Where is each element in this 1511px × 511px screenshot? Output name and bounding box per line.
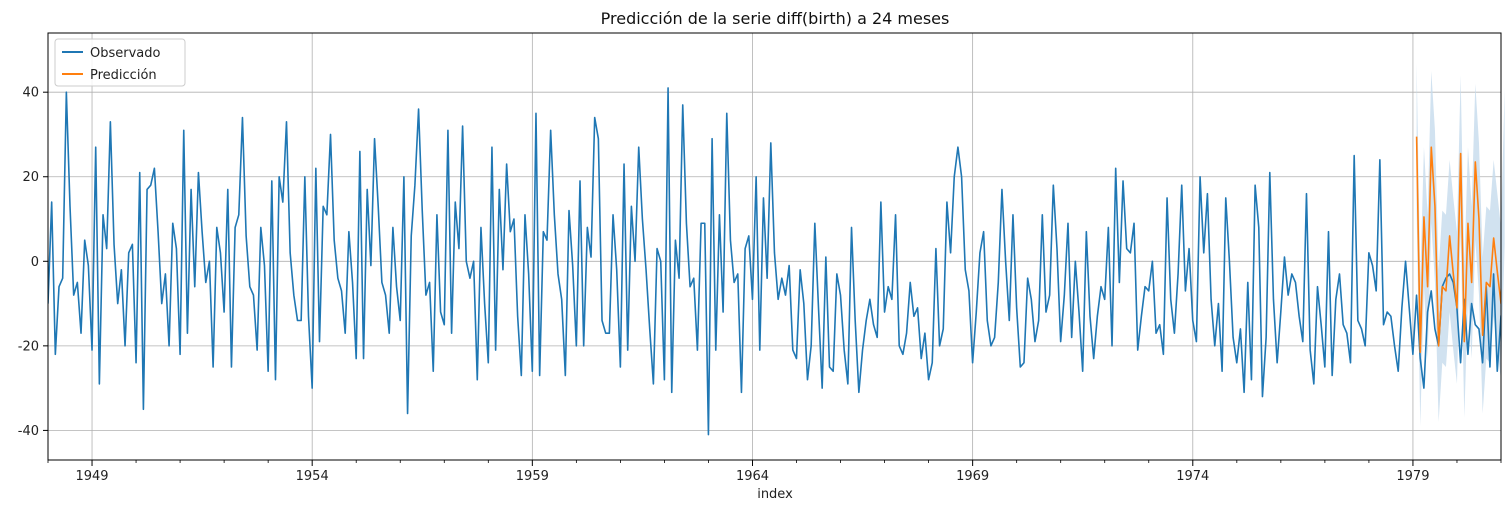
x-axis: 1949 1954 1959 1964 1969 1974 1979: [47, 460, 1502, 484]
x-tick-label: 1954: [296, 469, 329, 484]
x-tick-label: 1969: [956, 469, 989, 484]
series-line-observado: [48, 87, 1501, 436]
legend-box: [54, 38, 186, 87]
legend-label-prediccion: Predicción: [90, 68, 157, 83]
series-lines: [48, 87, 1501, 436]
y-tick-label: 0: [31, 255, 39, 270]
y-tick-label: -20: [18, 339, 39, 354]
plot-frame: [47, 32, 1502, 461]
x-axis-label: index: [757, 487, 793, 502]
x-tick-label: 1959: [516, 469, 549, 484]
y-tick-label: 40: [22, 86, 39, 101]
chart-title: Predicción de la serie diff(birth) a 24 …: [601, 9, 950, 28]
series-line-prediccion: [1415, 136, 1501, 353]
y-tick-label: 20: [22, 170, 39, 185]
y-tick-label: -40: [18, 424, 39, 439]
legend-label-observado: Observado: [90, 46, 161, 61]
y-axis: -40 -20 0 20 40: [18, 86, 48, 439]
x-tick-label: 1964: [736, 469, 769, 484]
plot-area: [47, 32, 1505, 461]
x-tick-label: 1949: [75, 469, 108, 484]
legend: Observado Predicción: [54, 38, 186, 87]
grid: [48, 33, 1501, 460]
x-tick-label: 1974: [1176, 469, 1209, 484]
x-tick-label: 1979: [1396, 469, 1429, 484]
